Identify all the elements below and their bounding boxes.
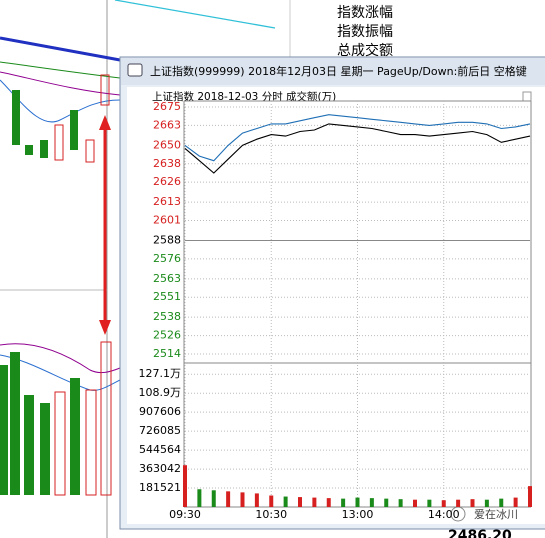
y-tick-label: 2563 — [153, 272, 181, 285]
y-tick-label: 2638 — [153, 157, 181, 170]
volume-bar — [341, 498, 346, 507]
x-tick-label: 13:00 — [342, 508, 374, 521]
y-tick-label: 2538 — [153, 310, 181, 323]
ma-line — [0, 71, 121, 96]
price-line — [184, 114, 531, 162]
volume-bar — [70, 378, 80, 495]
info-label: 指数涨幅 — [337, 5, 393, 21]
y-tick-label: 127.1万 — [139, 367, 182, 380]
volume-bar — [0, 365, 8, 495]
info-label: 指数振幅 — [337, 24, 393, 40]
chart-header: 上证指数 2018-12-03 分时 成交额(万) — [152, 90, 336, 103]
y-tick-label: 907606 — [139, 405, 181, 418]
popup-window: 上证指数(999999) 2018年12月03日 星期一 PageUp/Down… — [119, 56, 545, 530]
y-tick-label: 2551 — [153, 290, 181, 303]
volume-bar — [211, 490, 216, 507]
x-tick-label: 10:30 — [255, 508, 287, 521]
y-tick-label: 2663 — [153, 118, 181, 131]
volume-bar — [183, 465, 187, 507]
window-title: 上证指数(999999) 2018年12月03日 星期一 PageUp/Down… — [150, 64, 527, 78]
candle — [85, 139, 95, 163]
y-tick-label: 2526 — [153, 329, 181, 342]
volume-bar — [269, 495, 274, 507]
volume-bar — [427, 499, 432, 507]
y-tick-label: 726085 — [139, 424, 181, 437]
candle — [25, 145, 33, 155]
watermark: 爱在冰川 — [474, 508, 518, 521]
price-label: 2486.20 — [448, 528, 512, 538]
info-label: 总成交额 — [337, 42, 393, 59]
volume-bar — [283, 496, 288, 507]
volume-bar — [456, 499, 461, 507]
title-bar[interactable] — [121, 58, 545, 85]
volume-bar — [240, 492, 245, 507]
volume-bar — [85, 389, 97, 496]
y-tick-label: 2675 — [153, 100, 181, 113]
y-tick-label: 2650 — [153, 138, 181, 151]
window-icon — [127, 63, 143, 77]
ma-line — [0, 61, 121, 79]
volume-bar — [326, 498, 331, 507]
volume-bar — [499, 498, 504, 507]
volume-bar — [384, 498, 389, 507]
chart-area — [127, 87, 545, 524]
y-tick-label: 2601 — [153, 214, 181, 227]
ma-line — [114, 0, 276, 29]
y-tick-label: 181521 — [139, 481, 181, 494]
volume-bar — [10, 352, 20, 495]
volume-bar — [513, 497, 518, 507]
volume-bar — [226, 491, 231, 507]
volume-bar — [197, 489, 202, 507]
candle — [100, 74, 110, 106]
candle — [54, 124, 64, 161]
candle — [40, 140, 48, 158]
background-chart: 指数涨幅 指数振幅 总成交额 2486.20 — [0, 0, 512, 538]
volume-bar — [484, 499, 489, 507]
candle — [70, 110, 78, 150]
volume-bar — [413, 499, 417, 507]
x-tick-label: 14:00 — [428, 508, 460, 521]
y-tick-label: 2514 — [153, 347, 181, 360]
y-tick-label: 2576 — [153, 252, 181, 265]
y-tick-label: 2588 — [153, 233, 181, 246]
ma-line — [0, 343, 121, 374]
volume-bar — [369, 498, 374, 507]
y-tick-label: 2626 — [153, 175, 181, 188]
y-tick-label: 544564 — [139, 443, 181, 456]
volume-bar — [441, 500, 446, 507]
x-tick-label: 09:30 — [169, 508, 201, 521]
volume-bar — [355, 497, 360, 507]
volume-bar — [398, 499, 403, 507]
volume-bar — [470, 499, 475, 507]
volume-bar — [40, 403, 50, 495]
volume-bar — [100, 341, 112, 496]
plot: 2675 2663 2650 2638 2626 2613 2601 2588 2576 2563… — [139, 100, 532, 521]
y-tick-label: 2613 — [153, 195, 181, 208]
volume-bar — [312, 497, 317, 507]
y-tick-label: 363042 — [139, 462, 181, 475]
volume-bar — [254, 493, 259, 507]
volume-bar — [528, 486, 532, 507]
candle — [12, 90, 20, 145]
trend-line — [0, 36, 121, 62]
y-tick-label: 108.9万 — [139, 386, 182, 399]
volume-bar — [54, 391, 66, 496]
volume-bar — [24, 395, 34, 495]
price-line — [184, 123, 531, 174]
volume-bar — [298, 497, 302, 507]
